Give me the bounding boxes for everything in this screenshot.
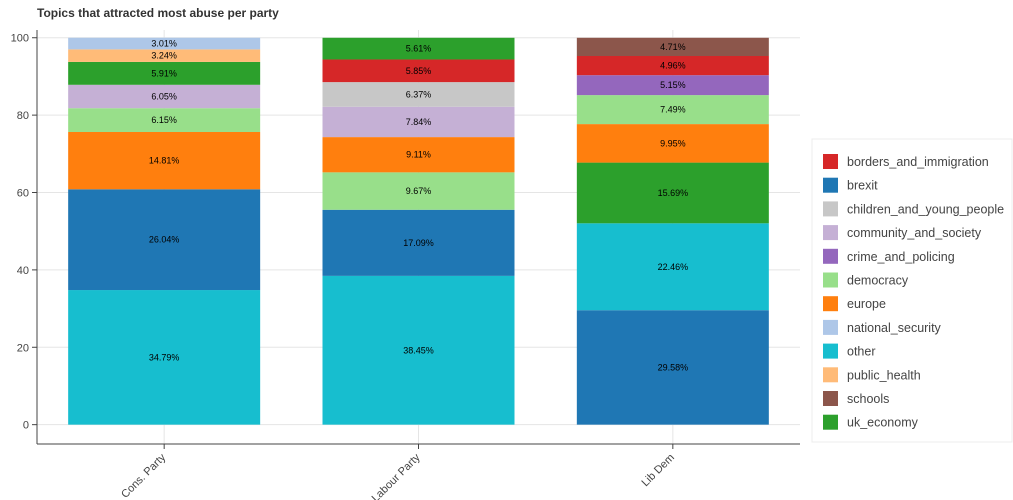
legend-swatch <box>823 391 838 406</box>
chart-title: Topics that attracted most abuse per par… <box>37 6 279 20</box>
bar-segment <box>68 131 261 190</box>
data-label: 22.46% <box>658 262 689 272</box>
data-label: 29.58% <box>658 362 689 372</box>
legend-label: national_security <box>847 321 942 335</box>
legend-label: other <box>847 345 876 359</box>
legend-swatch <box>823 154 838 169</box>
data-label: 34.79% <box>149 352 180 362</box>
legend-swatch <box>823 343 838 359</box>
bar-segment <box>322 37 515 60</box>
data-label: 5.91% <box>151 68 177 78</box>
data-label: 6.05% <box>151 91 177 101</box>
x-tick-label: Cons. Party <box>119 451 168 500</box>
legend-label: schools <box>847 392 889 406</box>
legend-label: borders_and_immigration <box>847 155 989 169</box>
bar-segment <box>576 124 769 163</box>
bar-segment <box>68 84 261 109</box>
bar-segment <box>68 108 261 132</box>
data-labels: 34.79% 26.04% 14.81% 6.15% 6.05% 5.91% 3.24% 3.… <box>149 39 688 373</box>
data-label: 5.15% <box>660 80 686 90</box>
legend-label: community_and_society <box>847 226 982 240</box>
legend-label: uk_economy <box>847 416 919 430</box>
data-label: 9.95% <box>660 138 686 148</box>
legend-label: crime_and_policing <box>847 250 955 264</box>
x-tick-label: Lib Dem <box>640 452 677 489</box>
legend-swatch <box>823 367 838 383</box>
legend-box <box>811 138 1013 443</box>
legend-label: democracy <box>847 274 909 288</box>
legend-label: europe <box>847 297 886 311</box>
data-label: 38.45% <box>403 345 434 355</box>
data-label: 5.61% <box>406 44 432 54</box>
bar-segment <box>322 209 515 276</box>
legend-swatch <box>823 177 838 193</box>
legend-swatch <box>823 414 838 430</box>
y-tick-label: 80 <box>17 110 29 122</box>
legend-swatch <box>823 225 838 241</box>
data-label: 4.96% <box>660 61 686 71</box>
bar-segment <box>68 49 261 62</box>
legend-swatch <box>823 296 838 312</box>
bar-segment <box>576 162 769 224</box>
legend-swatch <box>823 272 838 288</box>
bar-segment <box>68 290 261 425</box>
data-label: 15.69% <box>658 188 689 198</box>
data-label: 7.49% <box>660 105 686 115</box>
legend-label: brexit <box>847 179 878 193</box>
bar-segment <box>322 172 515 210</box>
bar-segment <box>576 37 769 57</box>
y-tick-label: 0 <box>23 420 29 432</box>
data-label: 4.71% <box>660 42 686 52</box>
y-tick-label: 100 <box>11 33 29 45</box>
legend-swatch <box>823 248 838 264</box>
bar-segment <box>322 82 515 107</box>
data-label: 17.09% <box>403 238 434 248</box>
bar-segment <box>68 189 261 291</box>
data-label: 3.01% <box>151 39 177 49</box>
legend-label: children_and_young_people <box>847 202 1004 216</box>
x-tick-label: Labour Party <box>370 451 423 500</box>
bars <box>68 37 769 425</box>
legend-swatch <box>823 201 838 217</box>
bar-segment <box>576 223 769 311</box>
data-label: 26.04% <box>149 235 180 245</box>
bar-segment <box>322 59 515 83</box>
data-label: 9.67% <box>406 186 432 196</box>
bar-segment <box>322 275 515 425</box>
y-tick-label: 20 <box>17 342 29 354</box>
bar-segment <box>576 56 769 76</box>
bar-segment <box>68 37 261 50</box>
bar-segment <box>322 137 515 173</box>
data-label: 7.84% <box>406 117 432 127</box>
data-label: 14.81% <box>149 156 180 166</box>
y-tick-label: 40 <box>17 265 29 277</box>
bar-segment <box>68 61 261 85</box>
legend-label: public_health <box>847 368 921 382</box>
y-tick-label: 60 <box>17 188 29 200</box>
bar-segment <box>322 106 515 138</box>
bar-segment <box>576 95 769 125</box>
bar-segment <box>576 75 769 96</box>
bar-segment <box>576 310 769 425</box>
data-label: 6.37% <box>406 89 432 99</box>
data-label: 3.24% <box>151 51 177 61</box>
data-label: 9.11% <box>406 150 431 160</box>
data-label: 6.15% <box>151 115 177 125</box>
data-label: 5.85% <box>406 66 432 76</box>
legend-swatch <box>823 319 838 335</box>
